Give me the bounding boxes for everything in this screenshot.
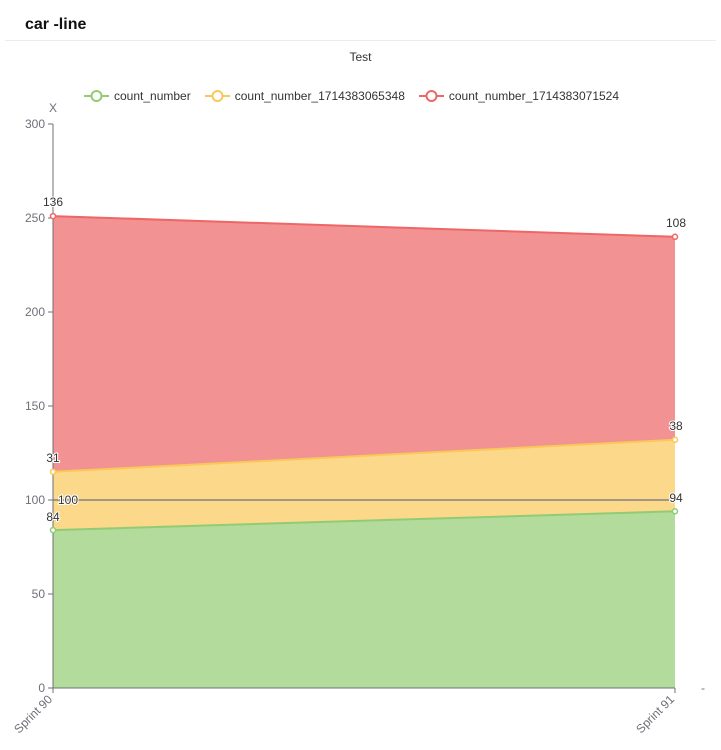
data-label-green-sprint-91: 94 [669, 491, 683, 505]
area-count-number [53, 511, 675, 688]
markline-label: 100 [58, 493, 78, 507]
data-label-yellow-sprint-90: 31 [46, 451, 60, 465]
legend-circle-line-icon [204, 90, 230, 102]
y-tick-label: 100 [25, 493, 45, 507]
area-count-number-1714383071524 [53, 216, 675, 472]
legend-circle-line-icon [84, 90, 109, 102]
y-tick-label: 200 [25, 305, 45, 319]
line-count-number [52, 510, 676, 532]
data-label-red-sprint-91: 108 [666, 216, 686, 230]
x-tick-label-sprint-90: Sprint 90 [11, 692, 55, 736]
y-tick-label: 50 [32, 587, 46, 601]
line-count-number-1714383071524 [52, 215, 676, 238]
legend-circle-line-icon [418, 90, 444, 102]
data-points [49, 212, 679, 534]
chart-legend: count_number count_number_1714383065348 … [84, 89, 633, 103]
y-tick-label: 250 [25, 211, 45, 225]
y-tick-label: 150 [25, 399, 45, 413]
legend-item-count-number-1714383071524[interactable]: count_number_1714383071524 [418, 89, 620, 103]
legend-item-count-number[interactable]: count_number [84, 89, 191, 103]
data-label-yellow-sprint-91: 38 [669, 419, 683, 433]
y-tick-label: 300 [25, 117, 45, 131]
area-count-number-1714383065348 [53, 439, 675, 531]
y-axis-title: X [49, 101, 57, 115]
data-label-green-sprint-90: 84 [46, 510, 60, 524]
x-tick-label-sprint-91: Sprint 91 [633, 692, 677, 736]
legend-label: count_number_1714383065348 [234, 89, 405, 103]
line-count-number-1714383065348 [52, 438, 676, 473]
y-tick-label: 0 [38, 681, 45, 695]
page-title: car -line [25, 16, 87, 33]
legend-label: count_number_1714383071524 [448, 89, 620, 103]
legend-label: count_number [114, 89, 191, 103]
page-header: car -line [0, 0, 721, 41]
chart-title: Test [349, 50, 372, 64]
header-divider [5, 40, 716, 41]
data-label-red-sprint-90: 136 [43, 195, 63, 209]
legend-item-count-number-1714383065348[interactable]: count_number_1714383065348 [204, 89, 405, 103]
x-axis-extra-tick: - [701, 681, 705, 695]
